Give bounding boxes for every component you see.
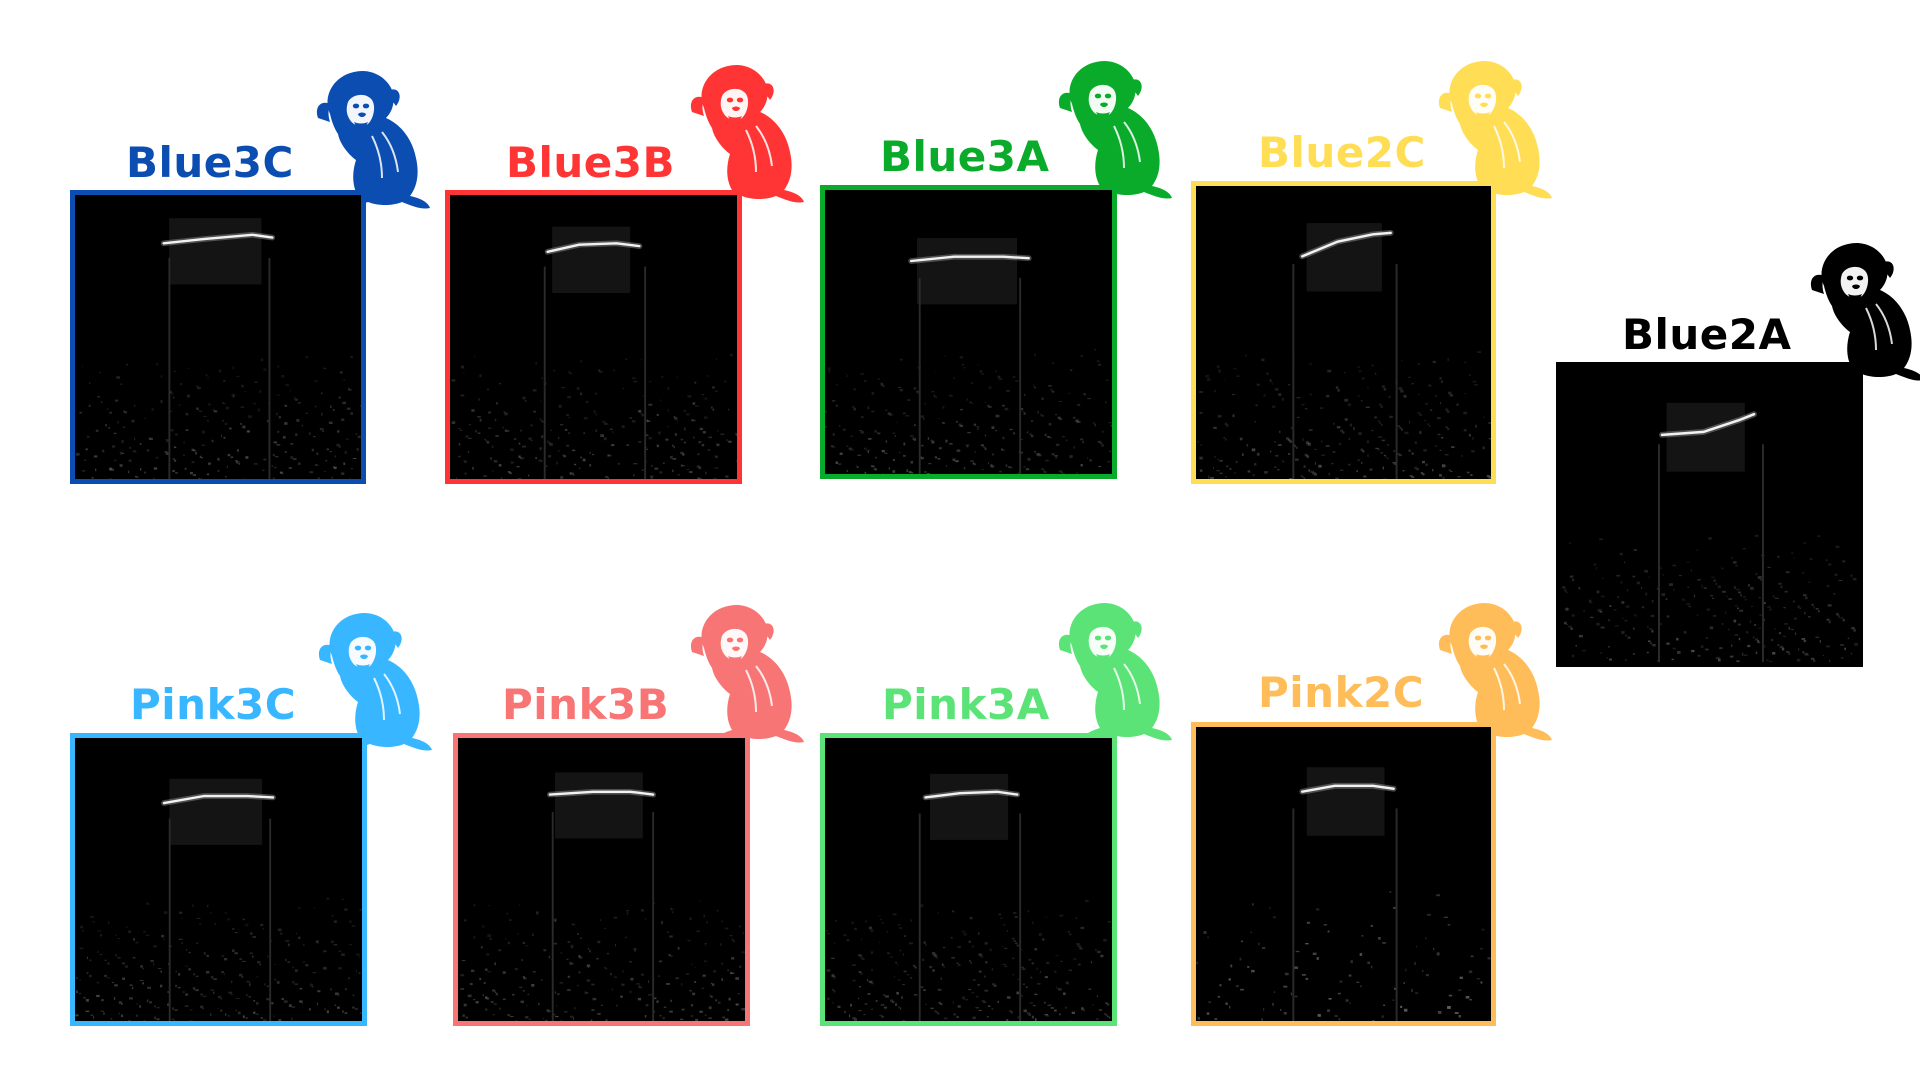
spectrogram-plot [458,738,745,1021]
marmoset-icon [1434,594,1554,744]
spectrogram [1191,722,1496,1026]
subject-label: Pink3C [130,680,297,729]
spectrogram [820,185,1117,479]
call-contour [924,790,1019,799]
marmoset-icon [1054,594,1174,744]
harmonic-haze [552,226,631,293]
subject-label: Blue3A [880,132,1050,181]
spectrogram-plot [75,195,361,479]
noise-band [1197,351,1491,479]
noise-band [75,897,362,1021]
marmoset-icon [1054,52,1174,202]
subject-label: Pink3B [502,680,670,729]
marmoset-icon [314,604,434,754]
spectrogram-plot [825,190,1112,474]
marmoset-icon [1806,234,1920,384]
harmonic-haze [555,772,643,839]
noise-band [451,353,737,479]
marmoset-icon [1434,52,1554,202]
call-contour [1300,784,1395,793]
call-contour [1300,231,1392,258]
spectrogram-plot [450,195,737,479]
noise-band [1196,891,1491,1021]
call-contour [162,794,275,805]
noise-band [460,900,745,1021]
spectrogram-plot [1561,367,1858,662]
subject-label: Pink3A [882,680,1050,729]
noise-band [75,355,361,479]
harmonic-haze [169,218,262,285]
marmoset-icon [686,56,806,206]
spectrogram [445,190,742,484]
harmonic-haze [930,773,1009,840]
spectrogram [820,733,1117,1026]
call-contour [548,790,655,796]
subject-label: Blue3B [506,138,676,187]
spectrogram [70,733,367,1026]
spectrogram [453,733,750,1026]
subject-label: Blue3C [126,138,294,187]
subject-label: Blue2C [1258,128,1426,177]
harmonic-haze [169,778,263,845]
call-contour [546,242,641,253]
call-contour [162,233,274,245]
noise-band [1562,534,1858,662]
harmonic-haze [1666,402,1745,472]
spectrogram-plot [825,738,1112,1021]
spectrogram-plot [75,738,362,1021]
spectrogram [1191,181,1496,484]
spectrogram-plot [1196,727,1491,1021]
subject-label: Blue2A [1622,310,1792,359]
call-contour [1660,412,1756,437]
marmoset-icon [686,596,806,746]
subject-label: Pink2C [1258,668,1425,717]
spectrogram [1556,362,1863,667]
call-contour [909,255,1030,263]
noise-band [825,899,1112,1021]
harmonic-haze [917,238,1018,305]
noise-band [825,349,1112,474]
marmoset-icon [312,62,432,212]
spectrogram-plot [1196,186,1491,479]
harmonic-haze [1306,767,1385,836]
spectrogram [70,190,366,484]
